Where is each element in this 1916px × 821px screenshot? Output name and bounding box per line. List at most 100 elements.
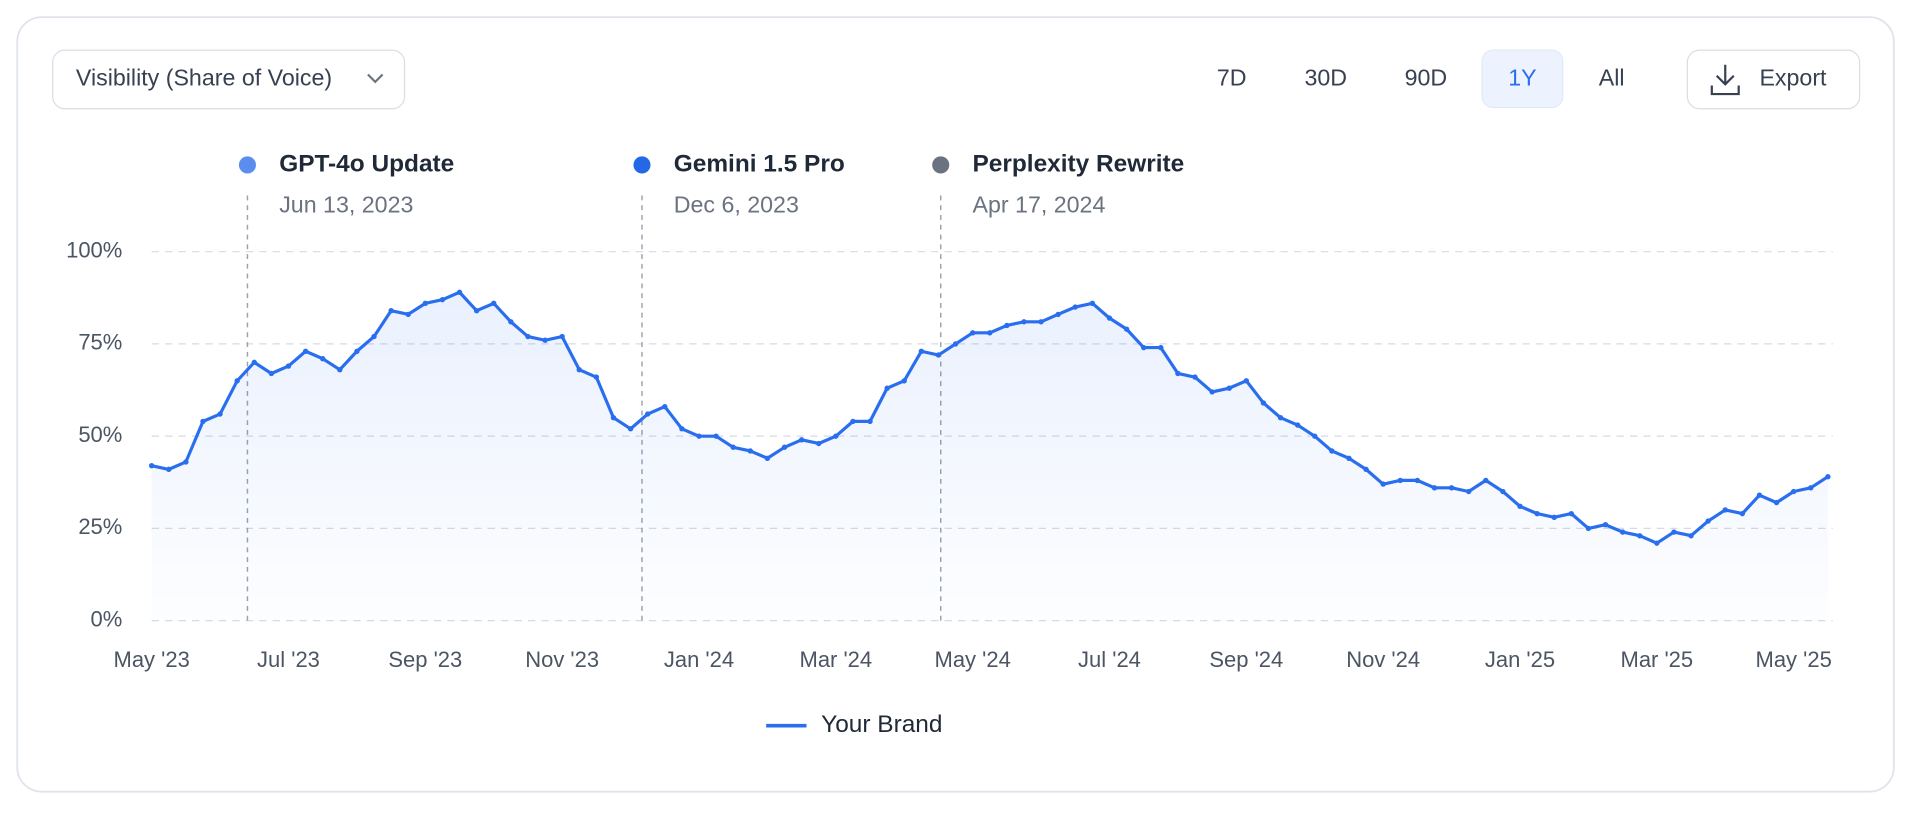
metric-dropdown[interactable]: Visibility (Share of Voice)	[52, 49, 406, 110]
annotation-dot	[633, 156, 651, 174]
point	[798, 437, 805, 443]
point	[456, 289, 463, 295]
y-tick-label: 25%	[78, 514, 122, 539]
y-tick-label: 0%	[91, 606, 123, 631]
point	[1106, 315, 1113, 321]
point	[1483, 477, 1489, 484]
point	[1825, 474, 1831, 480]
point	[1260, 400, 1267, 406]
point	[1089, 300, 1096, 307]
range-active-bg[interactable]	[1481, 49, 1564, 109]
point	[1517, 503, 1523, 509]
point	[576, 367, 582, 373]
point	[1756, 492, 1763, 498]
point	[1602, 522, 1609, 528]
range-button[interactable]: 30D	[1304, 65, 1347, 91]
range-label[interactable]: 1Y	[1508, 65, 1536, 91]
point	[320, 355, 326, 362]
x-tick-label: Jul '23	[257, 647, 320, 672]
y-tick-label: 100%	[66, 237, 122, 262]
annotation-label: GPT-4o Update	[279, 150, 454, 177]
point	[833, 433, 839, 439]
point	[508, 319, 514, 325]
point	[1123, 326, 1130, 332]
point	[593, 374, 600, 380]
point	[730, 444, 736, 450]
point	[354, 348, 360, 354]
range-label[interactable]: All	[1599, 65, 1625, 91]
annotation-date: Apr 17, 2024	[972, 192, 1105, 218]
point	[1192, 374, 1198, 380]
point	[1448, 485, 1455, 491]
point	[1465, 488, 1472, 495]
point	[1397, 477, 1403, 484]
dropdown-label[interactable]: Visibility (Share of Voice)	[76, 65, 332, 91]
point	[268, 370, 275, 377]
range-button[interactable]: 7D	[1217, 65, 1247, 91]
point	[1004, 322, 1010, 329]
x-tick-label: May '24	[935, 647, 1011, 672]
point	[251, 359, 257, 366]
point	[627, 426, 634, 432]
range-button[interactable]: All	[1599, 65, 1625, 91]
point	[1175, 370, 1181, 377]
point	[422, 300, 429, 307]
x-tick-label: Mar '24	[800, 647, 873, 672]
point	[1637, 533, 1643, 539]
point	[473, 308, 480, 314]
annotation-dot	[932, 156, 950, 174]
point	[987, 330, 993, 336]
point	[764, 455, 771, 461]
annotation-label: Gemini 1.5 Pro	[674, 150, 845, 177]
export-button[interactable]: Export	[1686, 49, 1861, 110]
point	[1500, 488, 1506, 495]
point	[1619, 529, 1626, 535]
point	[1038, 319, 1044, 325]
range-button[interactable]: 1Y	[1481, 49, 1564, 109]
x-tick-label: Jul '24	[1078, 647, 1141, 672]
point	[1739, 510, 1746, 517]
x-tick-label: May '25	[1756, 647, 1832, 672]
point	[850, 418, 856, 425]
y-tick-label: 50%	[78, 422, 122, 447]
point	[747, 448, 753, 454]
y-tick-label: 75%	[78, 330, 122, 355]
point	[1158, 344, 1164, 351]
range-button[interactable]: 90D	[1405, 65, 1448, 91]
point	[610, 415, 617, 421]
range-label[interactable]: 7D	[1217, 65, 1247, 91]
point	[1790, 488, 1797, 495]
point	[525, 333, 531, 340]
x-tick-label: Mar '25	[1621, 647, 1694, 672]
point	[1294, 422, 1301, 428]
point	[183, 459, 189, 465]
dropdown-box[interactable]	[52, 49, 406, 110]
point	[696, 433, 702, 439]
export-label[interactable]: Export	[1759, 65, 1827, 91]
point	[1346, 455, 1352, 461]
range-label[interactable]: 90D	[1405, 65, 1448, 91]
point	[439, 296, 446, 303]
x-tick-label: Sep '24	[1209, 647, 1283, 672]
point	[200, 418, 206, 425]
point	[1431, 485, 1438, 491]
point	[1705, 518, 1711, 524]
annotation-date: Dec 6, 2023	[674, 192, 799, 218]
point	[1722, 507, 1728, 513]
point	[166, 466, 172, 473]
area	[151, 292, 1828, 621]
point	[1072, 304, 1078, 310]
chevron-icon[interactable]	[367, 73, 384, 84]
point	[1551, 514, 1557, 521]
annotation-date: Jun 13, 2023	[279, 192, 413, 218]
point	[918, 348, 925, 354]
download-icon[interactable]	[1710, 64, 1740, 96]
point	[1688, 533, 1694, 539]
point	[1654, 540, 1660, 546]
point	[884, 385, 890, 391]
point	[337, 367, 343, 373]
range-label[interactable]: 30D	[1304, 65, 1347, 91]
annotation-label: Perplexity Rewrite	[972, 150, 1184, 177]
point	[867, 418, 873, 425]
